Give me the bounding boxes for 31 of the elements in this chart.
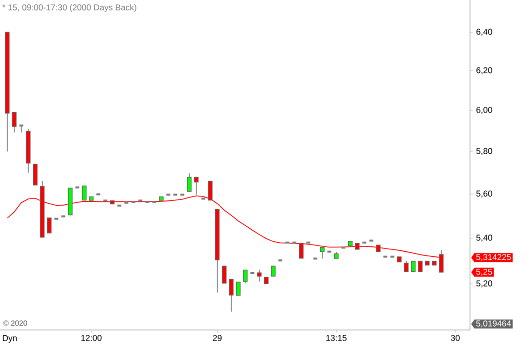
candlestick [82, 186, 87, 201]
candlestick [410, 260, 416, 272]
candlestick [236, 282, 241, 296]
y-tick-label: 5,20 [476, 280, 492, 288]
x-tick-label: 29 [213, 334, 222, 341]
candlestick [270, 266, 276, 277]
chart-title: * 15, 09:00-17:30 (2000 Days Back) [2, 4, 136, 12]
candlestick [32, 164, 38, 186]
candlestick [242, 270, 248, 284]
candlestick [46, 218, 52, 234]
candlestick [418, 260, 423, 272]
text: 5,019464 [476, 320, 511, 328]
y-tick-label: 5,40 [476, 234, 492, 242]
candlestick [186, 172, 192, 192]
text: 5,314225 [476, 254, 511, 262]
x-tick-label: 13:15 [326, 334, 347, 341]
y-tick-label: 6,00 [476, 106, 492, 114]
y-tick-label: 5,80 [476, 148, 492, 156]
y-tick-label: 6,40 [476, 28, 492, 36]
candlestick [256, 269, 262, 282]
text: Dyn [2, 335, 17, 343]
candlestick [228, 278, 234, 312]
candlestick [12, 112, 17, 133]
x-tick-label: 12:00 [81, 334, 102, 341]
candlestick [404, 260, 409, 272]
text: 5,25 [476, 268, 492, 276]
candlestick [320, 247, 325, 259]
x-tick-label: 30 [450, 334, 460, 341]
candlestick [222, 266, 227, 284]
y-tick-label: 5,60 [476, 190, 492, 198]
y-tick-label: 6,20 [476, 67, 492, 74]
